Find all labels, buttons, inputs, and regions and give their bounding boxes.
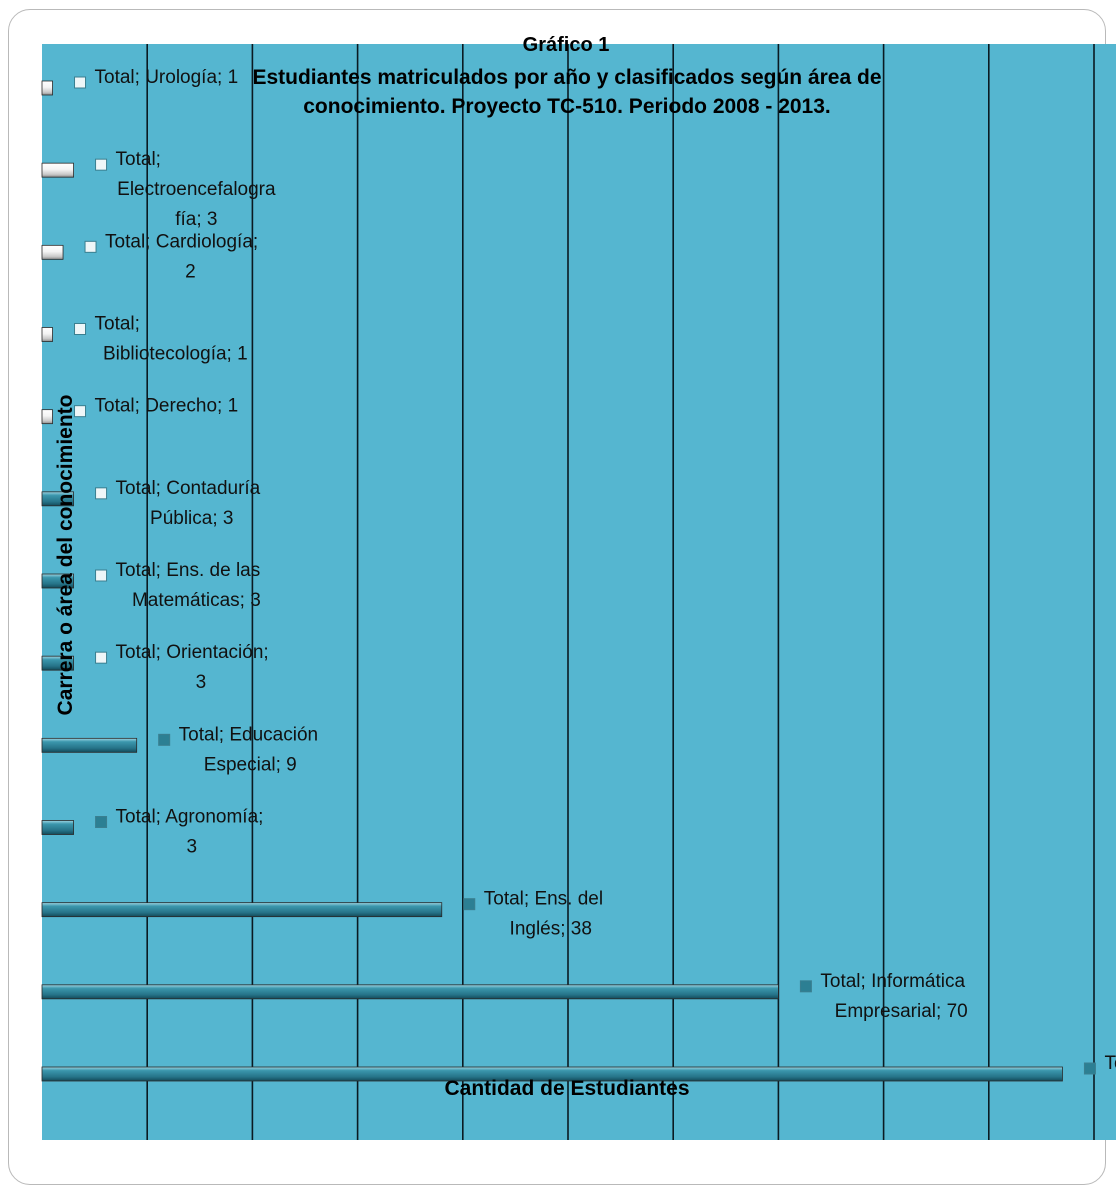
- label-marker-electroencefalografia: [95, 158, 108, 171]
- label-marker-contaduria-publica: [95, 487, 108, 500]
- data-label-educacion-especial-line-2: Especial; 9: [204, 754, 297, 775]
- bar-bibliotecologia: [41, 327, 53, 342]
- label-marker-orientacion: [95, 651, 108, 664]
- bar-urologia: [41, 80, 53, 96]
- label-marker-direccion-de-empresas: [1083, 1062, 1096, 1075]
- data-labels-group: Total; Urología; 1 Total; Electroencefalog…: [74, 67, 1116, 1075]
- label-marker-ens-de-las-matematicas: [95, 569, 108, 582]
- data-label-cardiologia-line-1: Total; Cardiología;: [105, 231, 258, 252]
- label-marker-urologia: [74, 76, 87, 89]
- data-label-informatica-empresarial-line-2: Empresarial; 70: [835, 1001, 968, 1022]
- data-label-agronomia-line-1: Total; Agronomía;: [116, 807, 264, 828]
- chart-subtitle-line-2: conocimiento. Proyecto TC-510. Periodo 2…: [303, 95, 831, 118]
- data-label-cardiologia-line-2: 2: [185, 261, 196, 282]
- bar-contaduria-publica: [41, 491, 74, 507]
- data-label-urologia-line-1: Total; Urología; 1: [95, 67, 239, 88]
- label-marker-informatica-empresarial: [799, 980, 812, 993]
- data-label-informatica-empresarial-line-1: Total; Informática: [820, 971, 965, 992]
- label-marker-bibliotecologia: [74, 323, 87, 335]
- data-label-contaduria-publica-line-2: Pública; 3: [150, 508, 233, 529]
- data-label-electroencefalografia-line-3: fía; 3: [175, 209, 217, 230]
- vertical-gridlines: [146, 44, 1095, 1140]
- data-label-bibliotecologia-line-1: Total;: [95, 314, 140, 335]
- bar-derecho: [41, 409, 53, 425]
- data-label-orientacion-line-1: Total; Orientación;: [116, 642, 269, 663]
- data-label-ens-del-ingles-line-1: Total; Ens. del: [484, 889, 603, 910]
- bar-agronomia: [41, 820, 74, 835]
- data-label-ens-del-ingles-line-2: Inglés; 38: [510, 919, 592, 940]
- data-label-agronomia-line-2: 3: [186, 837, 197, 858]
- chart-title: Gráfico 1: [523, 34, 610, 56]
- chart-subtitle-line-1: Estudiantes matriculados por año y clasi…: [252, 66, 881, 89]
- label-marker-ens-del-ingles: [463, 898, 476, 911]
- bar-direccion-de-empresas: [41, 1066, 1063, 1082]
- label-marker-agronomia: [95, 816, 108, 828]
- data-label-bibliotecologia-line-2: Bibliotecología; 1: [103, 344, 248, 365]
- data-label-direccion-de-empresas-line-1: Total; Dirección de: [1104, 1053, 1116, 1074]
- plot-area: [42, 44, 1116, 1140]
- data-label-derecho-line-1: Total; Derecho; 1: [95, 396, 239, 417]
- x-axis-title: Cantidad de Estudiantes: [444, 1077, 689, 1100]
- bar-educacion-especial: [41, 737, 138, 753]
- data-label-ens-de-las-matematicas-line-2: Matemáticas; 3: [132, 590, 261, 611]
- bar-informatica-empresarial: [41, 984, 779, 1000]
- bar-orientacion: [41, 655, 74, 671]
- data-label-orientacion-line-2: 3: [196, 672, 207, 693]
- data-label-electroencefalografia-line-2: Electroencefalogra: [117, 179, 276, 200]
- data-label-ens-de-las-matematicas-line-1: Total; Ens. de las: [116, 560, 261, 581]
- data-label-contaduria-publica-line-1: Total; Contaduría: [116, 478, 261, 499]
- bar-ens-del-ingles: [41, 902, 443, 918]
- bar-ens-de-las-matematicas: [41, 573, 74, 589]
- label-marker-derecho: [74, 405, 87, 418]
- bar-cardiologia: [41, 244, 64, 260]
- y-axis-title: Carrera o área del conocimiento: [54, 395, 77, 716]
- data-label-electroencefalografia-line-1: Total;: [116, 149, 161, 170]
- bar-electroencefalografia: [41, 162, 74, 178]
- bars-group: [41, 80, 1063, 1082]
- label-marker-educacion-especial: [158, 733, 171, 746]
- label-marker-cardiologia: [84, 240, 97, 253]
- data-label-educacion-especial-line-1: Total; Educación: [179, 724, 318, 745]
